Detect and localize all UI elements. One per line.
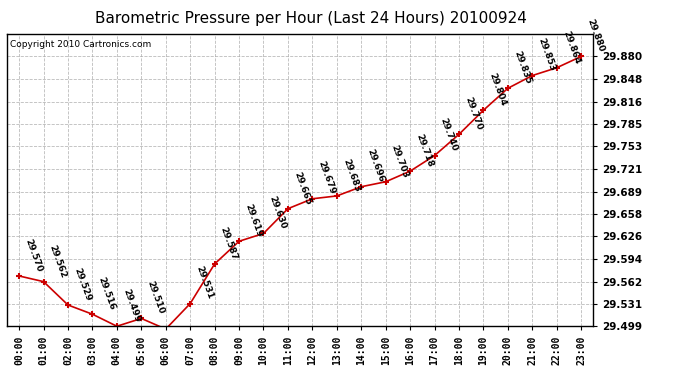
Text: 29.495: 29.495 (0, 374, 1, 375)
Text: 29.562: 29.562 (48, 243, 68, 279)
Text: 29.703: 29.703 (390, 143, 410, 179)
Text: 29.587: 29.587 (219, 225, 239, 261)
Text: 29.804: 29.804 (488, 72, 508, 108)
Text: 29.570: 29.570 (23, 237, 43, 273)
Text: 29.683: 29.683 (341, 158, 362, 193)
Text: 29.630: 29.630 (268, 195, 288, 231)
Text: 29.510: 29.510 (146, 280, 166, 316)
Text: Barometric Pressure per Hour (Last 24 Hours) 20100924: Barometric Pressure per Hour (Last 24 Ho… (95, 11, 526, 26)
Text: 29.853: 29.853 (536, 37, 557, 73)
Text: 29.665: 29.665 (292, 170, 313, 206)
Text: 29.696: 29.696 (366, 148, 386, 184)
Text: 29.619: 29.619 (243, 202, 264, 238)
Text: 29.770: 29.770 (463, 96, 484, 132)
Text: 29.835: 29.835 (512, 50, 533, 86)
Text: 29.880: 29.880 (585, 18, 606, 54)
Text: Copyright 2010 Cartronics.com: Copyright 2010 Cartronics.com (10, 40, 151, 49)
Text: 29.740: 29.740 (439, 117, 459, 153)
Text: 29.679: 29.679 (317, 160, 337, 196)
Text: 29.529: 29.529 (72, 266, 92, 302)
Text: 29.499: 29.499 (121, 287, 141, 324)
Text: 29.516: 29.516 (97, 276, 117, 311)
Text: 29.531: 29.531 (195, 265, 215, 301)
Text: 29.718: 29.718 (414, 132, 435, 168)
Text: 29.864: 29.864 (561, 29, 581, 65)
